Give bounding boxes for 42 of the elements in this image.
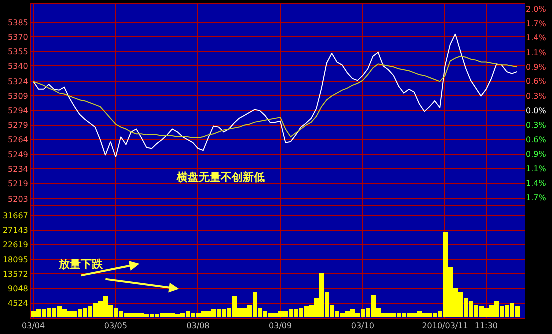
y2-tick-label: 0.9% xyxy=(526,150,547,160)
x-tick-label: 03/09 xyxy=(269,322,292,331)
x-tick-label: 03/08 xyxy=(186,322,210,331)
y-tick-label: 5324 xyxy=(8,77,28,86)
y2-tick-label: 0.0% xyxy=(526,106,547,116)
x-tick-label: 03/05 xyxy=(104,322,128,331)
y2-tick-label: 1.1% xyxy=(526,48,547,58)
y2-tick-label: 0.6% xyxy=(526,136,547,145)
x-tick-label: 03/04 xyxy=(22,322,46,331)
y-tick-label: 5203 xyxy=(8,194,28,204)
y-tick-label: 4524 xyxy=(8,299,28,308)
x-tick-label: 2010/03/11 xyxy=(422,322,468,331)
y-tick-label: 22619 xyxy=(2,240,28,250)
y-tick-label: 5294 xyxy=(8,106,28,116)
y-tick-label: 5309 xyxy=(8,92,28,102)
y2-tick-label: 1.7% xyxy=(526,194,547,203)
y-tick-label: 5279 xyxy=(8,121,28,130)
y-tick-label: 5340 xyxy=(8,62,28,71)
x-tick-label: 11:30 xyxy=(474,322,498,331)
y-tick-label: 5385 xyxy=(8,18,28,28)
y-tick-label: 31667 xyxy=(2,211,28,220)
y-tick-label: 5264 xyxy=(8,136,28,145)
y-tick-label: 5234 xyxy=(8,164,28,174)
y2-tick-label: 1.4% xyxy=(526,179,547,188)
y-tick-label: 18095 xyxy=(2,255,28,264)
y-tick-label: 5355 xyxy=(8,47,28,56)
y2-tick-label: 0.6% xyxy=(526,77,547,86)
y-tick-label: 5219 xyxy=(8,179,28,188)
y-tick-label: 9048 xyxy=(8,284,28,294)
y2-tick-label: 1.1% xyxy=(526,164,547,174)
y2-tick-label: 0.9% xyxy=(526,62,547,72)
y2-tick-label: 2.0% xyxy=(526,4,547,14)
y-tick-label: 5249 xyxy=(8,150,28,160)
x-tick-label: 03/10 xyxy=(351,322,374,331)
y2-tick-label: 0.3% xyxy=(526,92,547,102)
y2-tick-label: 1.7% xyxy=(526,19,547,28)
y-tick-label: 27143 xyxy=(2,226,28,236)
y2-tick-label: 1.4% xyxy=(526,34,547,43)
y-tick-label: 13572 xyxy=(2,270,28,279)
y-tick-label: 5370 xyxy=(8,32,28,42)
annotation: 放量下跌 xyxy=(58,258,104,271)
y2-tick-label: 0.3% xyxy=(526,120,547,130)
